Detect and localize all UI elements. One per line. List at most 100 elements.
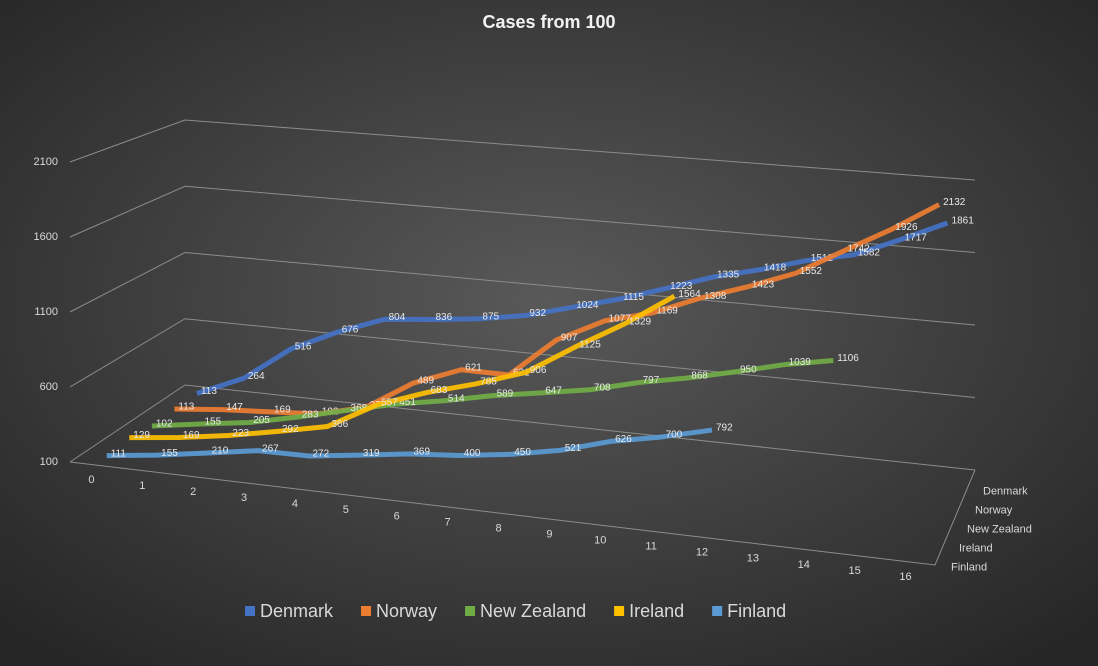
data-label: 1024 <box>576 300 599 311</box>
depth-label: Denmark <box>983 485 1028 497</box>
data-label: 1423 <box>752 279 775 290</box>
data-label: 155 <box>205 417 222 428</box>
data-label: 621 <box>465 362 482 373</box>
data-label: 1335 <box>717 270 740 281</box>
data-label: 906 <box>530 365 547 376</box>
data-label: 676 <box>342 325 359 336</box>
depth-label: New Zealand <box>967 523 1032 535</box>
series-line <box>106 427 713 459</box>
data-label: 875 <box>482 311 499 322</box>
data-label: 368 <box>351 403 368 414</box>
x-tick-label: 4 <box>292 498 298 510</box>
data-label: 521 <box>565 443 582 454</box>
grid-line <box>69 119 976 181</box>
data-label: 366 <box>332 419 349 430</box>
data-label: 129 <box>133 430 150 441</box>
data-label: 700 <box>666 430 683 441</box>
data-label: 836 <box>436 312 453 323</box>
data-label: 1115 <box>623 292 644 303</box>
data-label: 785 <box>480 376 497 387</box>
depth-label: Finland <box>951 561 987 573</box>
x-tick-label: 3 <box>241 492 247 504</box>
data-label: 1582 <box>858 247 881 258</box>
x-tick-label: 6 <box>394 510 400 522</box>
data-label: 1552 <box>800 266 823 277</box>
x-tick-label: 5 <box>343 504 349 516</box>
data-label: 589 <box>497 388 514 399</box>
x-tick-label: 2 <box>190 486 196 498</box>
data-label: 283 <box>302 410 319 421</box>
y-tick-label: 1600 <box>34 231 58 243</box>
data-label: 516 <box>295 342 312 353</box>
x-tick-label: 15 <box>849 565 861 577</box>
data-label: 1125 <box>579 340 601 351</box>
data-label: 1039 <box>789 357 812 368</box>
data-label: 210 <box>212 446 229 457</box>
data-label: 292 <box>282 424 299 435</box>
legend-label: New Zealand <box>480 601 586 621</box>
data-label: 1329 <box>629 316 652 327</box>
grid-line <box>69 318 976 398</box>
y-tick-label: 2100 <box>34 156 58 168</box>
legend-label: Ireland <box>629 601 684 621</box>
chart-title: Cases from 100 <box>482 12 615 32</box>
legend-swatch <box>712 606 723 616</box>
y-tick-label: 1100 <box>34 306 58 318</box>
x-tick-label: 12 <box>696 547 708 559</box>
data-label: 1169 <box>656 306 678 317</box>
data-label: 169 <box>274 404 291 415</box>
data-label: 907 <box>561 332 578 343</box>
y-tick-label: 600 <box>40 381 58 393</box>
data-label: 272 <box>312 449 329 460</box>
grid-line <box>69 251 976 326</box>
data-label: 1308 <box>704 291 727 302</box>
data-label: 489 <box>417 376 434 387</box>
data-label: 2132 <box>943 197 966 208</box>
series-line <box>129 294 676 441</box>
series-line <box>174 202 941 417</box>
data-label: 1106 <box>837 353 859 364</box>
legend-swatch <box>465 606 476 616</box>
data-label: 111 <box>111 448 127 459</box>
legend-swatch <box>614 606 625 616</box>
data-label: 647 <box>545 386 562 397</box>
x-tick-label: 7 <box>445 516 451 528</box>
data-label: 557 <box>381 397 398 408</box>
x-tick-label: 8 <box>495 522 501 534</box>
data-label: 369 <box>413 447 430 458</box>
x-tick-label: 16 <box>899 571 911 583</box>
floor-edge <box>69 461 976 566</box>
data-label: 169 <box>183 430 200 441</box>
data-label: 1861 <box>952 216 975 227</box>
data-label: 1077 <box>609 314 632 325</box>
data-label: 155 <box>161 448 178 459</box>
data-label: 1742 <box>848 244 871 255</box>
data-label: 1926 <box>895 222 918 233</box>
depth-label: Norway <box>975 504 1013 516</box>
x-tick-label: 9 <box>546 528 552 540</box>
data-label: 147 <box>226 402 243 413</box>
x-tick-label: 0 <box>88 474 94 486</box>
data-label: 1717 <box>905 232 928 243</box>
data-label: 113 <box>178 402 194 413</box>
data-label: 1564 <box>678 289 701 300</box>
data-label: 451 <box>399 397 416 408</box>
data-label: 1223 <box>670 281 693 292</box>
data-label: 950 <box>740 364 757 375</box>
data-label: 267 <box>262 443 279 454</box>
data-label: 626 <box>615 434 632 445</box>
grid-line <box>69 384 976 471</box>
data-label: 319 <box>363 448 380 459</box>
grid-line <box>69 185 976 253</box>
data-label: 804 <box>389 312 406 323</box>
data-label: 514 <box>448 393 465 404</box>
x-tick-label: 14 <box>798 559 810 571</box>
data-label: 792 <box>716 423 733 434</box>
legend-label: Finland <box>727 601 786 621</box>
y-tick-label: 100 <box>40 456 58 468</box>
data-label: 102 <box>156 419 173 430</box>
data-label: 683 <box>431 385 448 396</box>
data-label: 868 <box>691 371 708 382</box>
